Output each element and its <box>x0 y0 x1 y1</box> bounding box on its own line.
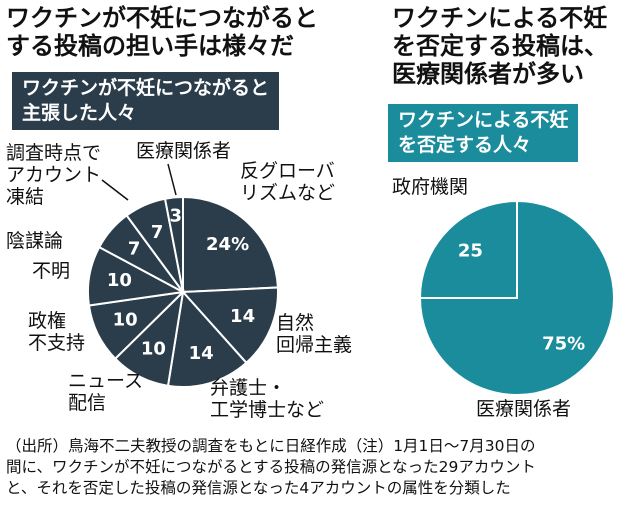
cat: 陰謀論 <box>6 230 64 252</box>
sub: ワクチンによる不妊 を否定する人々 <box>388 104 579 162</box>
cat: 自然 回帰主義 <box>276 312 353 356</box>
pie-slice <box>166 289 248 388</box>
cat: 政府機関 <box>392 176 469 198</box>
value-label: 14 <box>230 306 255 327</box>
pie-slice <box>182 195 279 294</box>
value-label: 24% <box>206 234 249 255</box>
title: ワクチンによる不妊 を否定する投稿は、 医療関係者が多い <box>392 4 608 88</box>
value-label: 14 <box>189 343 214 364</box>
value-label: 10 <box>107 270 132 291</box>
value-label: 75% <box>542 334 585 355</box>
pie-slice <box>180 286 279 365</box>
pie-slice <box>418 199 518 299</box>
leader-line <box>167 163 177 196</box>
cat: 調査時点で アカウント 凍結 <box>6 142 102 208</box>
value-label: 3 <box>170 205 183 226</box>
cat: 医療関係者 <box>136 140 232 162</box>
pie-slice <box>418 199 615 396</box>
sub: ワクチンが不妊につながると 主張した人々 <box>12 72 280 130</box>
value-label: 7 <box>128 239 141 260</box>
value-label: 25 <box>458 240 483 261</box>
cat: 反グローバ リズムなど <box>240 160 336 204</box>
value-label: 10 <box>113 310 138 331</box>
leader-line <box>101 179 129 201</box>
cat: 医療関係者 <box>476 398 572 420</box>
cat: 不明 <box>32 260 71 282</box>
cat: 政権 不支持 <box>28 310 86 354</box>
value-label: 7 <box>151 222 164 243</box>
note: （出所）鳥海不二夫教授の調査をもとに日経作成（注）1月1日～7月30日の 間に、… <box>6 437 536 497</box>
pie-slice <box>163 195 184 293</box>
value-label: 10 <box>141 338 166 359</box>
cat: 弁護士・ 工学博士など <box>210 377 325 421</box>
title: ワクチンが不妊につながると する投稿の担い手は様々だ <box>6 4 318 60</box>
cat: ニュース 配信 <box>68 370 144 414</box>
